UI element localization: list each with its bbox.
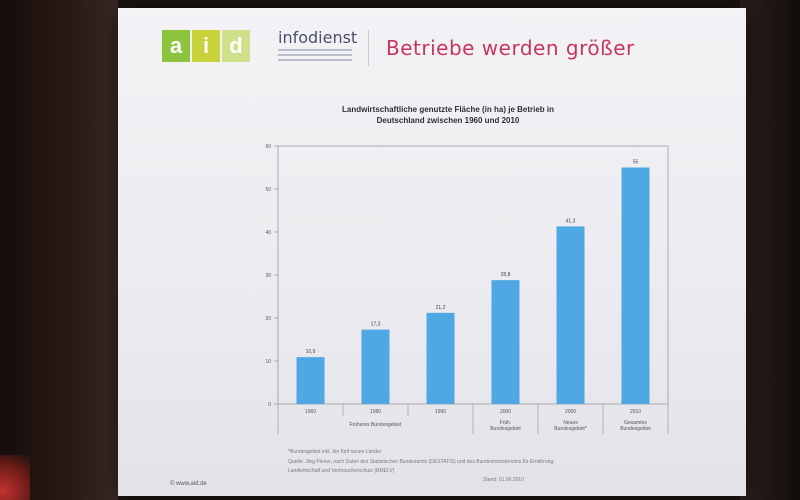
plot-frame <box>277 145 669 405</box>
header-separator <box>368 30 369 66</box>
x-tick-label: 1960 <box>305 409 316 415</box>
bar-value-label: 10,9 <box>306 349 316 355</box>
stand-date: Stand: 01.06.2010 <box>483 477 524 483</box>
slide-title: Betriebe werden größer <box>386 36 635 60</box>
bar-value-label: 28,8 <box>501 272 511 278</box>
y-tick-label: 20 <box>265 316 271 322</box>
y-tick-label: 10 <box>265 359 271 365</box>
y-tick-label: 40 <box>265 230 271 236</box>
bar <box>491 280 520 404</box>
bar-value-label: 41,3 <box>566 218 576 224</box>
room-background-right <box>740 0 800 500</box>
bar-value-label: 17,3 <box>371 322 381 328</box>
x-tick-label: 1980 <box>370 409 381 415</box>
group-label: Früheres Bundesgebiet <box>350 422 403 428</box>
room-red-light <box>0 455 30 500</box>
chart-title: Landwirtschaftliche genutzte Fläche (in … <box>298 104 598 126</box>
chart-title-line-1: Landwirtschaftliche genutzte Fläche (in … <box>341 105 555 114</box>
y-tick-label: 60 <box>265 144 271 150</box>
group-label: Gesamtes <box>624 420 647 426</box>
projected-slide: a i d infodienst Betriebe werden größer … <box>118 8 746 496</box>
x-tick-label: 2000 <box>565 409 576 415</box>
bar <box>621 167 650 404</box>
group-label: Bundesgebiet <box>620 426 651 432</box>
x-tick-label: 2000 <box>500 409 511 415</box>
y-tick-label: 30 <box>265 273 271 279</box>
x-tick-label: 2010 <box>630 409 641 415</box>
website-link: © www.aid.de <box>170 481 207 487</box>
logo-letter-a: a <box>162 30 190 62</box>
x-tick-label: 1990 <box>435 409 446 415</box>
footnote-source: Quelle: Jörg Plener, nach Daten des Stat… <box>288 459 555 465</box>
logo-letter-i: i <box>192 30 220 62</box>
group-label: Früh. <box>500 420 512 426</box>
bar <box>296 357 325 404</box>
footnote-1: *Bundesgebiet inkl. der fünf neuen Lände… <box>288 449 382 455</box>
group-label: Bundesgebiet <box>490 426 521 432</box>
brand-tagline-lines <box>278 49 352 64</box>
bar <box>361 329 390 404</box>
bar <box>426 312 455 404</box>
chart-title-line-2: Deutschland zwischen 1960 und 2010 <box>376 116 520 125</box>
y-tick-label: 50 <box>265 187 271 193</box>
bar-chart: 0 10 20 30 40 50 60 10,9 1960 17,3 1980 21,2 1990 28,… <box>265 144 669 434</box>
brand-name: infodienst <box>278 28 358 47</box>
room-background-left <box>0 0 118 500</box>
group-label: Bundesgebiet* <box>554 426 587 432</box>
y-tick-label: 0 <box>268 402 271 408</box>
bar <box>556 226 585 404</box>
group-label: Neues <box>563 420 578 426</box>
footnote-source-cont: Landwirtschaft und Verbraucherschutz (BM… <box>288 468 395 474</box>
bar-value-label: 21,2 <box>436 305 446 311</box>
logo-letter-d: d <box>222 30 250 62</box>
bar-value-label: 55 <box>633 160 639 166</box>
